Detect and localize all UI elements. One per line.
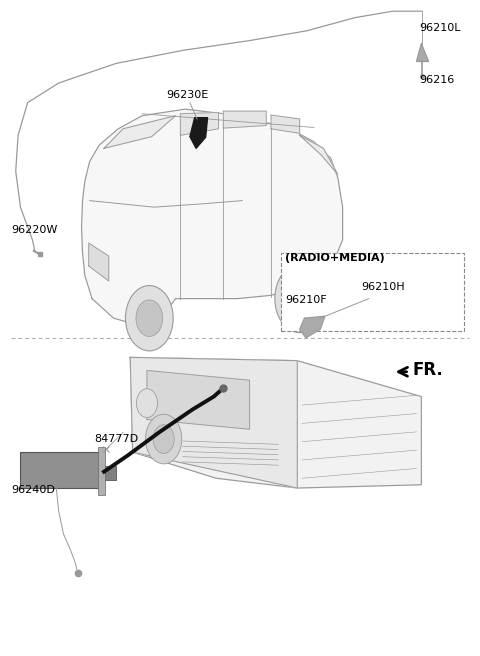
- Polygon shape: [130, 358, 297, 488]
- Polygon shape: [89, 243, 109, 281]
- Polygon shape: [147, 371, 250, 429]
- Circle shape: [145, 414, 182, 464]
- Circle shape: [136, 300, 163, 337]
- Text: 96210H: 96210H: [362, 282, 405, 292]
- Polygon shape: [130, 358, 421, 488]
- Circle shape: [285, 279, 314, 318]
- Polygon shape: [82, 109, 343, 325]
- Text: FR.: FR.: [413, 361, 444, 379]
- Text: 84777D: 84777D: [95, 434, 139, 444]
- Polygon shape: [417, 44, 429, 62]
- Polygon shape: [271, 115, 300, 133]
- Polygon shape: [180, 112, 218, 135]
- Text: 96210L: 96210L: [419, 23, 460, 33]
- Polygon shape: [223, 111, 266, 128]
- Text: 96220W: 96220W: [11, 225, 57, 236]
- Text: 96240D: 96240D: [11, 485, 55, 495]
- Text: 96216: 96216: [419, 75, 454, 85]
- Circle shape: [275, 264, 324, 333]
- Text: (RADIO+MEDIA): (RADIO+MEDIA): [285, 253, 385, 262]
- Polygon shape: [300, 316, 325, 338]
- Bar: [98, 447, 106, 495]
- Circle shape: [136, 389, 157, 417]
- Circle shape: [125, 285, 173, 351]
- Text: 96210F: 96210F: [285, 295, 327, 305]
- Circle shape: [153, 424, 174, 453]
- Bar: [104, 466, 116, 480]
- Polygon shape: [300, 135, 338, 174]
- Polygon shape: [104, 115, 176, 148]
- Bar: [21, 452, 104, 488]
- Polygon shape: [190, 117, 207, 148]
- Text: 96230E: 96230E: [166, 90, 208, 100]
- Bar: [281, 253, 464, 331]
